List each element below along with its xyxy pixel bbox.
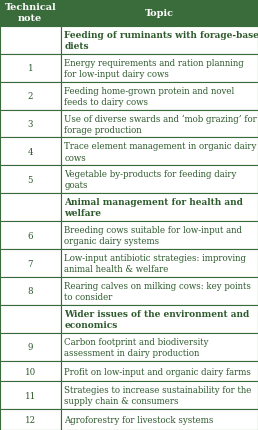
Text: Low-input antibiotic strategies: improving
animal health & welfare: Low-input antibiotic strategies: improvi… — [64, 253, 246, 273]
Text: Trace element management in organic dairy
cows: Trace element management in organic dair… — [64, 142, 256, 162]
Bar — [0, 138, 61, 166]
Bar — [61, 194, 258, 222]
Bar — [61, 277, 258, 305]
Text: Profit on low-input and organic dairy farms: Profit on low-input and organic dairy fa… — [64, 367, 251, 376]
Text: 12: 12 — [25, 415, 36, 424]
Bar — [0, 55, 61, 83]
Text: 6: 6 — [28, 231, 33, 240]
Text: Vegetable by-products for feeding dairy
goats: Vegetable by-products for feeding dairy … — [64, 170, 237, 190]
Text: Carbon footprint and biodiversity
assessment in dairy production: Carbon footprint and biodiversity assess… — [64, 337, 209, 357]
Bar — [0, 409, 61, 430]
Text: Rearing calves on milking cows: key points
to consider: Rearing calves on milking cows: key poin… — [64, 281, 251, 301]
Text: Feeding of ruminants with forage-based
diets: Feeding of ruminants with forage-based d… — [64, 31, 258, 51]
Text: 2: 2 — [28, 92, 33, 101]
Bar — [61, 166, 258, 194]
Bar — [61, 111, 258, 138]
Text: Breeding cows suitable for low-input and
organic dairy systems: Breeding cows suitable for low-input and… — [64, 226, 242, 246]
Text: Wider issues of the environment and
economics: Wider issues of the environment and econ… — [64, 309, 249, 329]
Text: 5: 5 — [28, 175, 33, 184]
Text: 9: 9 — [28, 343, 33, 351]
Text: Energy requirements and ration planning
for low-input dairy cows: Energy requirements and ration planning … — [64, 58, 244, 79]
Text: 10: 10 — [25, 367, 36, 376]
Bar — [0, 27, 61, 55]
Bar — [0, 0, 61, 27]
Bar — [61, 27, 258, 55]
Bar — [61, 55, 258, 83]
Bar — [61, 381, 258, 409]
Bar — [0, 249, 61, 277]
Text: 11: 11 — [25, 391, 36, 400]
Text: Agroforestry for livestock systems: Agroforestry for livestock systems — [64, 415, 214, 424]
Bar — [61, 222, 258, 249]
Bar — [0, 222, 61, 249]
Bar — [61, 83, 258, 111]
Text: Feeding home-grown protein and novel
feeds to dairy cows: Feeding home-grown protein and novel fee… — [64, 86, 234, 107]
Text: Topic: Topic — [145, 9, 174, 18]
Text: 4: 4 — [28, 147, 33, 157]
Bar — [0, 111, 61, 138]
Text: 1: 1 — [28, 64, 33, 73]
Bar — [61, 409, 258, 430]
Text: 8: 8 — [28, 287, 33, 296]
Bar — [0, 361, 61, 381]
Text: 3: 3 — [28, 120, 33, 129]
Bar — [0, 166, 61, 194]
Text: Strategies to increase sustainability for the
supply chain & consumers: Strategies to increase sustainability fo… — [64, 385, 252, 405]
Bar — [0, 381, 61, 409]
Bar — [0, 83, 61, 111]
Bar — [61, 249, 258, 277]
Bar — [0, 194, 61, 222]
Bar — [61, 361, 258, 381]
Bar — [0, 305, 61, 333]
Bar — [61, 333, 258, 361]
Text: 7: 7 — [28, 259, 33, 268]
Bar — [0, 333, 61, 361]
Text: Use of diverse swards and ‘mob grazing’ for
forage production: Use of diverse swards and ‘mob grazing’ … — [64, 114, 257, 135]
Bar — [0, 277, 61, 305]
Bar — [61, 138, 258, 166]
Text: Technical
note: Technical note — [4, 3, 56, 23]
Bar — [61, 305, 258, 333]
Bar — [61, 0, 258, 27]
Text: Animal management for health and
welfare: Animal management for health and welfare — [64, 198, 243, 218]
